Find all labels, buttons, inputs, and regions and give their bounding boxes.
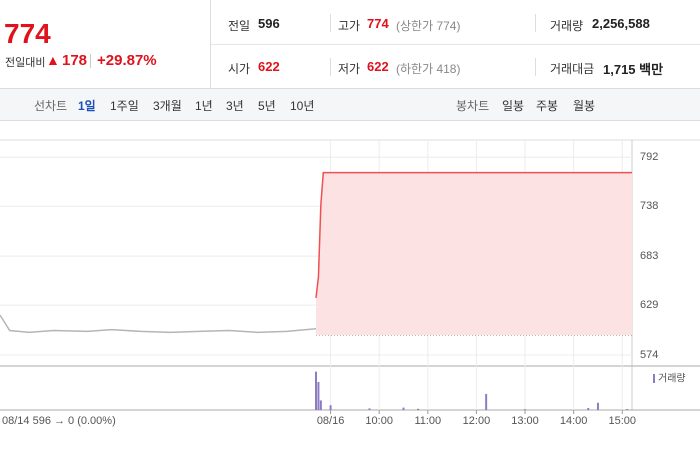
x-tick-label: 08/16 — [317, 415, 345, 427]
tab-group-label: 봉차트 — [456, 99, 490, 113]
tab[interactable]: 3개월 — [153, 99, 182, 113]
stat-value: 1,715 백만 — [603, 62, 664, 77]
tab[interactable]: 주봉 — [536, 99, 559, 113]
x-tick-label: 11:00 — [414, 415, 441, 427]
y-tick-label: 792 — [640, 151, 658, 163]
stat-note: (하한가 418) — [396, 62, 461, 76]
change-arrow: ▲ — [46, 52, 60, 68]
volume-bar — [315, 371, 317, 410]
summary-header: 774 전일대비 ▲ 178 +29.87% 전일 596 고가 774 (상한… — [0, 0, 700, 89]
price-area — [316, 172, 632, 336]
x-tick-label: 13:00 — [511, 415, 539, 427]
change-rate: +29.87% — [97, 52, 157, 69]
tab[interactable]: 3년 — [226, 99, 244, 113]
stat-value: 2,256,588 — [592, 16, 650, 31]
volume-bar — [587, 408, 590, 410]
volume-bar — [368, 408, 371, 410]
tab[interactable]: 1일 — [78, 99, 96, 113]
stat-value: 622 — [367, 59, 389, 74]
stat-value: 774 — [367, 16, 389, 31]
volume-bar — [626, 409, 629, 410]
tab[interactable]: 일봉 — [502, 99, 525, 113]
divider — [535, 14, 536, 32]
volume-bar — [402, 407, 405, 410]
tab-group-label: 선차트 — [34, 99, 68, 113]
volume-bar — [524, 409, 527, 410]
stat-label: 거래대금 — [550, 62, 595, 76]
y-tick-label: 629 — [640, 299, 658, 311]
current-price: 774 — [4, 18, 51, 49]
volume-bar — [319, 400, 322, 410]
y-tick-label: 574 — [640, 349, 658, 361]
tab[interactable]: 10년 — [290, 99, 315, 113]
stat-value: 596 — [258, 16, 280, 31]
stat-label: 저가 — [338, 62, 361, 76]
volume-bar — [329, 405, 332, 410]
y-tick-label: 738 — [640, 200, 658, 212]
volume-bar — [317, 382, 320, 410]
legend-swatch — [653, 374, 655, 383]
divider — [535, 58, 536, 76]
volume-bar — [417, 408, 420, 410]
tab[interactable]: 1주일 — [110, 99, 139, 113]
stat-note: (상한가 774) — [396, 19, 461, 33]
stat-label: 거래량 — [550, 19, 584, 33]
x-tick-label: 14:00 — [560, 415, 588, 427]
stat-label: 시가 — [228, 62, 251, 76]
change-value: 178 — [62, 52, 88, 69]
y-tick-label: 683 — [640, 250, 658, 262]
stat-label: 고가 — [338, 19, 361, 33]
tab[interactable]: 1년 — [195, 99, 213, 113]
x-tick-label: 12:00 — [463, 415, 491, 427]
divider — [90, 54, 91, 68]
price-line — [0, 314, 317, 334]
price-line — [315, 171, 632, 298]
x-tick-label: 15:00 — [609, 415, 637, 427]
divider — [211, 44, 700, 45]
divider — [210, 0, 211, 88]
volume-bar — [485, 394, 488, 410]
tab-bar: 선차트 봉차트 1일 1주일 3개월 1년 3년 5년 10년 일봉 주봉 월봉 — [0, 89, 700, 121]
divider — [330, 14, 331, 32]
divider — [330, 58, 331, 76]
x-tick-label: 10:00 — [365, 415, 393, 427]
legend-label: 거래량 — [658, 373, 686, 385]
volume-bar — [596, 402, 599, 410]
change-label: 전일대비 — [5, 57, 46, 69]
stat-value: 622 — [258, 59, 280, 74]
stat-label: 전일 — [228, 19, 251, 33]
tab[interactable]: 월봉 — [573, 99, 596, 113]
x-start-label: 08/14 596 → 0 (0.00%) — [2, 415, 116, 427]
tab[interactable]: 5년 — [258, 99, 276, 113]
